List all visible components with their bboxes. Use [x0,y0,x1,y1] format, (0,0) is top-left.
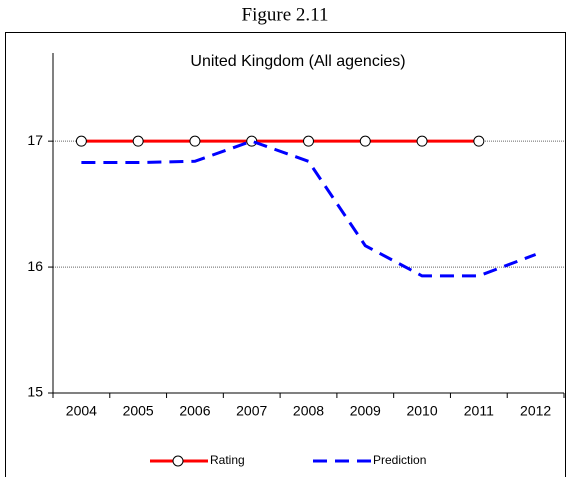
x-tick-label: 2012 [520,403,551,419]
legend-marker [172,455,184,467]
x-tick-label: 2010 [406,403,437,419]
point-marker [75,135,87,147]
x-tick-label: 2009 [350,403,381,419]
legend-label: Rating [210,453,245,467]
point-marker [246,135,258,147]
figure-title: Figure 2.11 [242,4,329,25]
series-line [81,139,537,278]
x-tick-label: 2006 [179,403,210,419]
point-marker [359,135,371,147]
x-tick-label: 2005 [123,403,154,419]
chart-title: United Kingdom (All agencies) [190,53,405,70]
legend-label: Prediction [373,453,426,467]
point-marker [132,135,144,147]
x-tick-label: 2004 [66,403,97,419]
y-tick-label: 15 [27,384,43,400]
x-tick-label: 2011 [464,403,494,419]
y-tick-label: 17 [27,132,43,148]
y-tick-label: 16 [27,258,43,274]
x-tick-label: 2007 [236,403,267,419]
figure-frame [5,32,566,477]
point-marker [473,135,485,147]
point-marker [416,135,428,147]
point-marker [303,135,314,147]
point-marker [189,135,201,147]
x-tick-label: 2008 [293,403,324,419]
